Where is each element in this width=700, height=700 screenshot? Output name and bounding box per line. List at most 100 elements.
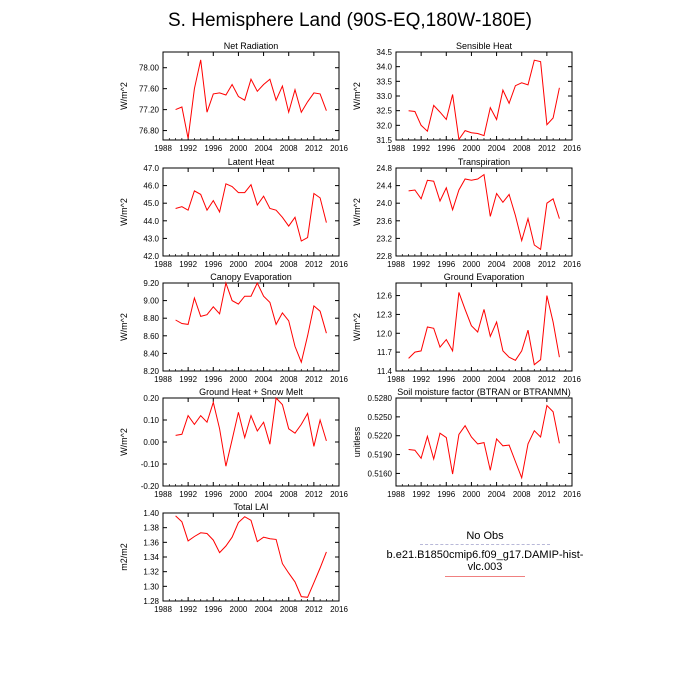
y-tick-label: 1.36 bbox=[143, 538, 159, 547]
panel-title: Net Radiation bbox=[224, 41, 279, 51]
y-tick-label: 24.0 bbox=[376, 199, 392, 208]
x-tick-label: 2016 bbox=[563, 490, 581, 499]
x-tick-label: 2008 bbox=[513, 260, 531, 269]
chart-panel: Canopy Evaporation W/m^2 1988 1992 1996 2000 2… bbox=[119, 272, 348, 384]
y-tick-label: 47.0 bbox=[143, 164, 159, 173]
x-tick-label: 1992 bbox=[179, 260, 197, 269]
panel-title: Ground Heat + Snow Melt bbox=[199, 387, 303, 397]
x-tick-label: 1996 bbox=[437, 260, 455, 269]
x-tick-label: 1988 bbox=[387, 260, 405, 269]
x-tick-label: 1992 bbox=[179, 144, 197, 153]
x-tick-label: 2008 bbox=[280, 605, 298, 614]
y-tick-label: 1.38 bbox=[143, 524, 159, 533]
x-tick-label: 1996 bbox=[204, 375, 222, 384]
plot-frame bbox=[395, 282, 573, 372]
x-tick-label: 2012 bbox=[305, 490, 323, 499]
x-tick-label: 2000 bbox=[230, 605, 248, 614]
x-tick-label: 2016 bbox=[563, 375, 581, 384]
y-tick-label: 0.00 bbox=[143, 438, 159, 447]
x-tick-label: 2004 bbox=[488, 260, 506, 269]
chart-panel: Sensible Heat W/m^2 1988 1992 1996 2000 2004 20… bbox=[352, 41, 581, 153]
y-tick-label: 1.40 bbox=[143, 509, 159, 518]
x-tick-label: 1988 bbox=[154, 605, 172, 614]
y-tick-label: 9.00 bbox=[143, 297, 159, 306]
y-tick-label: 8.80 bbox=[143, 314, 159, 323]
x-tick-label: 2000 bbox=[230, 260, 248, 269]
figure-title: S. Hemisphere Land (90S-EQ,180W-180E) bbox=[168, 10, 532, 31]
x-tick-label: 2008 bbox=[280, 375, 298, 384]
y-tick-label: 0.5160 bbox=[368, 469, 393, 478]
y-tick-label: 32.5 bbox=[376, 107, 392, 116]
legend-case-line bbox=[445, 576, 525, 577]
chart-panel: Total LAI m2/m2 1988 1992 1996 2000 2004 2008 20… bbox=[119, 502, 348, 614]
panel-title: Transpiration bbox=[458, 157, 510, 167]
y-tick-label: 12.6 bbox=[376, 292, 392, 301]
y-tick-label: 44.0 bbox=[143, 217, 159, 226]
x-tick-label: 1988 bbox=[154, 375, 172, 384]
y-tick-label: 1.34 bbox=[143, 553, 159, 562]
x-tick-label: 2000 bbox=[230, 375, 248, 384]
y-tick-label: 11.7 bbox=[377, 348, 393, 357]
series-line bbox=[175, 183, 327, 242]
x-tick-label: 2004 bbox=[488, 144, 506, 153]
series-line bbox=[408, 173, 560, 251]
panel-title: Total LAI bbox=[233, 502, 268, 512]
plot-frame bbox=[162, 512, 340, 602]
x-tick-label: 1992 bbox=[412, 260, 430, 269]
x-tick-label: 2000 bbox=[230, 144, 248, 153]
y-tick-label: 12.3 bbox=[376, 310, 392, 319]
x-tick-label: 1996 bbox=[437, 490, 455, 499]
x-tick-label: 2012 bbox=[538, 144, 556, 153]
x-tick-label: 2008 bbox=[513, 375, 531, 384]
y-tick-label: 1.30 bbox=[143, 582, 159, 591]
x-tick-label: 2016 bbox=[563, 260, 581, 269]
legend: No Obs b.e21.B1850cmip6.f09_g17.DAMIP-hi… bbox=[370, 530, 600, 577]
y-tick-label: 42.0 bbox=[143, 252, 159, 261]
x-tick-label: 2004 bbox=[255, 490, 273, 499]
x-tick-label: 2012 bbox=[538, 490, 556, 499]
y-axis-label: W/m^2 bbox=[352, 313, 362, 341]
series-line bbox=[175, 515, 327, 598]
x-tick-label: 2000 bbox=[463, 144, 481, 153]
y-tick-label: -0.10 bbox=[141, 460, 160, 469]
series-line bbox=[408, 59, 560, 141]
y-tick-label: 78.00 bbox=[139, 64, 160, 73]
x-tick-label: 2016 bbox=[330, 144, 348, 153]
series-line bbox=[175, 59, 327, 139]
plot-frame bbox=[162, 167, 340, 257]
x-tick-label: 2016 bbox=[330, 490, 348, 499]
x-tick-label: 2012 bbox=[538, 260, 556, 269]
x-tick-label: 2012 bbox=[538, 375, 556, 384]
series-line bbox=[408, 292, 560, 366]
x-tick-label: 1996 bbox=[204, 260, 222, 269]
x-tick-label: 2008 bbox=[513, 144, 531, 153]
x-tick-label: 2012 bbox=[305, 605, 323, 614]
y-tick-label: 0.5220 bbox=[368, 432, 393, 441]
x-tick-label: 1988 bbox=[387, 375, 405, 384]
x-tick-label: 2008 bbox=[280, 260, 298, 269]
series-line bbox=[175, 396, 327, 467]
x-tick-label: 1996 bbox=[437, 375, 455, 384]
y-tick-label: 76.80 bbox=[139, 127, 160, 136]
y-tick-label: 45.0 bbox=[143, 199, 159, 208]
y-tick-label: 0.20 bbox=[143, 394, 159, 403]
y-tick-label: 8.60 bbox=[143, 332, 159, 341]
y-tick-label: 0.5250 bbox=[368, 413, 393, 422]
y-tick-label: 11.4 bbox=[377, 367, 393, 376]
chart-panel: Ground Evaporation W/m^2 1988 1992 1996 2000 2… bbox=[352, 272, 581, 384]
x-tick-label: 2000 bbox=[463, 260, 481, 269]
x-tick-label: 2016 bbox=[330, 260, 348, 269]
legend-case-label: b.e21.B1850cmip6.f09_g17.DAMIP-hist-vlc.… bbox=[386, 549, 584, 573]
x-tick-label: 2000 bbox=[463, 490, 481, 499]
x-tick-label: 1992 bbox=[412, 490, 430, 499]
panel-title: Latent Heat bbox=[228, 157, 275, 167]
y-tick-label: 23.6 bbox=[376, 217, 392, 226]
chart-panel: Latent Heat W/m^2 1988 1992 1996 2000 2004 2008… bbox=[119, 157, 348, 269]
x-tick-label: 1988 bbox=[387, 490, 405, 499]
y-tick-label: 43.0 bbox=[143, 234, 159, 243]
x-tick-label: 2004 bbox=[255, 605, 273, 614]
y-tick-label: 0.5280 bbox=[368, 394, 393, 403]
x-tick-label: 1992 bbox=[179, 605, 197, 614]
chart-panel: Ground Heat + Snow Melt W/m^2 1988 1992 1996… bbox=[119, 387, 348, 499]
